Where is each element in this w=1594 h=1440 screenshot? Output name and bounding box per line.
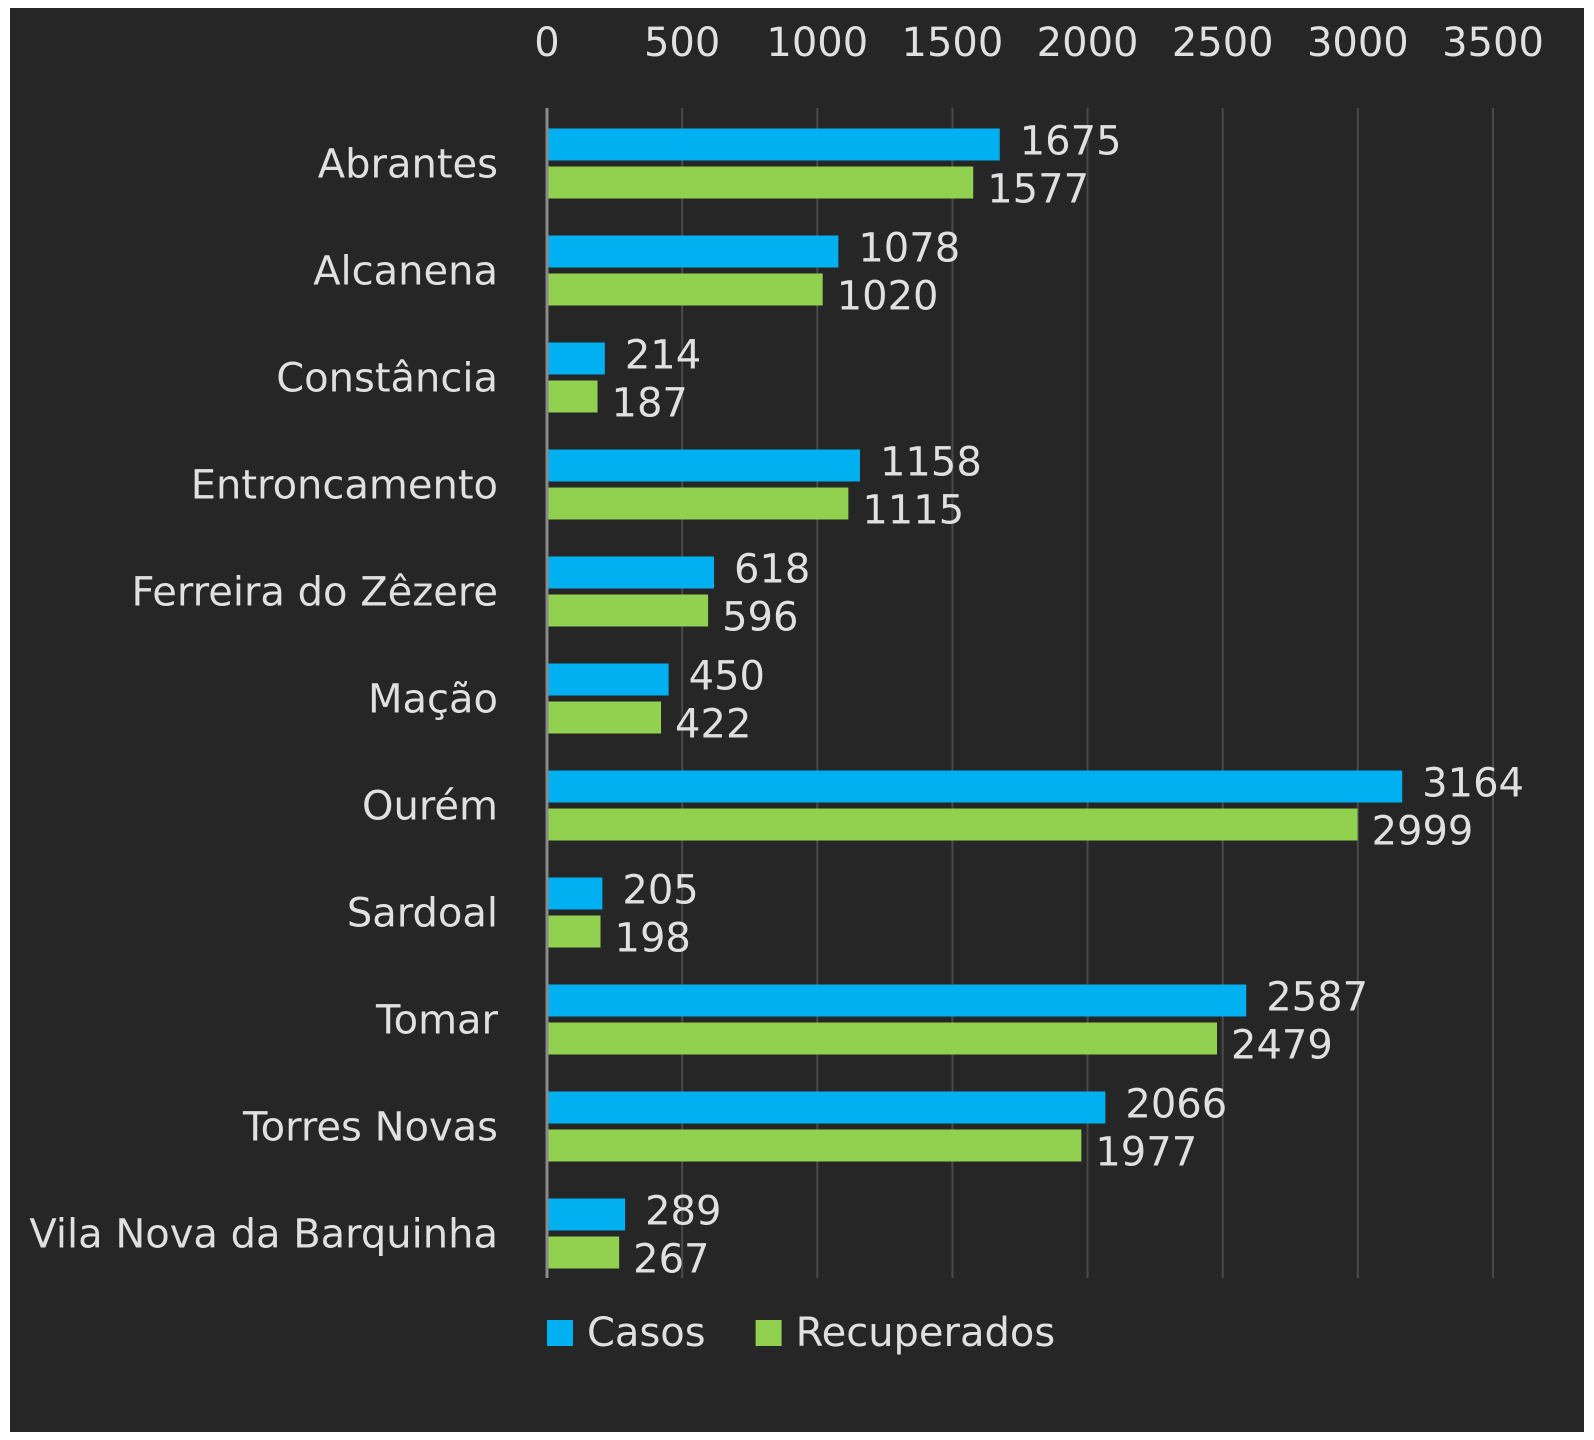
legend: Casos Recuperados xyxy=(547,1310,1055,1356)
data-label: 1977 xyxy=(1095,1130,1197,1176)
bar-recuperados xyxy=(547,594,709,627)
bar-casos xyxy=(547,1091,1106,1124)
x-tick-label: 1000 xyxy=(766,20,868,66)
bar-casos xyxy=(547,128,1000,161)
chart-panel: 0 500 1000 1500 2000 2500 3000 3500 Abrantes 1675… xyxy=(10,8,1584,1432)
data-label: 1158 xyxy=(880,440,982,486)
bar-casos xyxy=(547,556,715,589)
data-label: 289 xyxy=(645,1189,721,1235)
category-label: Abrantes xyxy=(318,142,498,188)
category-label: Torres Novas xyxy=(242,1105,498,1151)
data-label: 198 xyxy=(615,916,691,962)
data-label: 1078 xyxy=(858,226,960,272)
data-label: 1577 xyxy=(987,167,1089,213)
data-label: 450 xyxy=(689,654,765,700)
data-label: 596 xyxy=(722,595,798,641)
bar-recuperados xyxy=(547,808,1358,841)
labels: 0 500 1000 1500 2000 2500 3000 3500 Abrantes 1675… xyxy=(29,20,1544,1283)
category-label: Ourém xyxy=(362,784,498,830)
bar-casos xyxy=(547,449,860,482)
x-tick-label: 0 xyxy=(534,20,559,66)
bar-casos xyxy=(547,235,839,268)
data-label: 2066 xyxy=(1125,1082,1227,1128)
x-tick-label: 3000 xyxy=(1307,20,1409,66)
bar-casos xyxy=(547,342,605,375)
category-label: Ferreira do Zêzere xyxy=(131,570,498,616)
category-label: Entroncamento xyxy=(191,463,498,509)
data-label: 2999 xyxy=(1372,809,1474,855)
bar-chart: 0 500 1000 1500 2000 2500 3000 3500 Abrantes 1675… xyxy=(29,20,1544,1356)
data-label: 1675 xyxy=(1020,119,1122,165)
bar-recuperados xyxy=(547,380,598,413)
legend-label: Recuperados xyxy=(796,1310,1056,1356)
bar-recuperados xyxy=(547,1022,1218,1055)
category-label: Constância xyxy=(276,356,498,402)
data-label: 205 xyxy=(622,868,698,914)
data-label: 1115 xyxy=(862,488,964,534)
data-label: 422 xyxy=(675,702,751,748)
bar-recuperados xyxy=(547,487,849,520)
bar-recuperados xyxy=(547,273,823,306)
data-label: 2479 xyxy=(1231,1023,1333,1069)
bar-casos xyxy=(547,770,1403,803)
data-label: 267 xyxy=(633,1237,709,1283)
category-label: Vila Nova da Barquinha xyxy=(29,1212,498,1258)
data-label: 1020 xyxy=(837,274,939,320)
category-label: Tomar xyxy=(375,998,499,1044)
data-label: 3164 xyxy=(1422,761,1524,807)
bars xyxy=(547,128,1403,1269)
bar-recuperados xyxy=(547,166,974,199)
bar-casos xyxy=(547,877,603,910)
data-label: 618 xyxy=(734,547,810,593)
x-tick-label: 1500 xyxy=(902,20,1004,66)
legend-swatch xyxy=(755,1320,782,1346)
data-label: 214 xyxy=(625,333,701,379)
legend-label: Casos xyxy=(587,1310,706,1356)
category-label: Sardoal xyxy=(347,891,498,937)
data-label: 187 xyxy=(612,381,688,427)
data-label: 2587 xyxy=(1266,975,1368,1021)
legend-swatch xyxy=(547,1320,573,1346)
x-tick-label: 3500 xyxy=(1442,20,1544,66)
bar-casos xyxy=(547,1198,626,1231)
x-tick-label: 2500 xyxy=(1172,20,1274,66)
category-label: Mação xyxy=(368,677,498,723)
bar-recuperados xyxy=(547,701,662,734)
bar-recuperados xyxy=(547,1236,620,1269)
category-label: Alcanena xyxy=(313,249,498,295)
x-tick-label: 2000 xyxy=(1037,20,1139,66)
x-tick-label: 500 xyxy=(644,20,720,66)
bar-casos xyxy=(547,663,669,696)
bar-recuperados xyxy=(547,915,601,948)
bar-casos xyxy=(547,984,1247,1017)
bar-recuperados xyxy=(547,1129,1082,1162)
